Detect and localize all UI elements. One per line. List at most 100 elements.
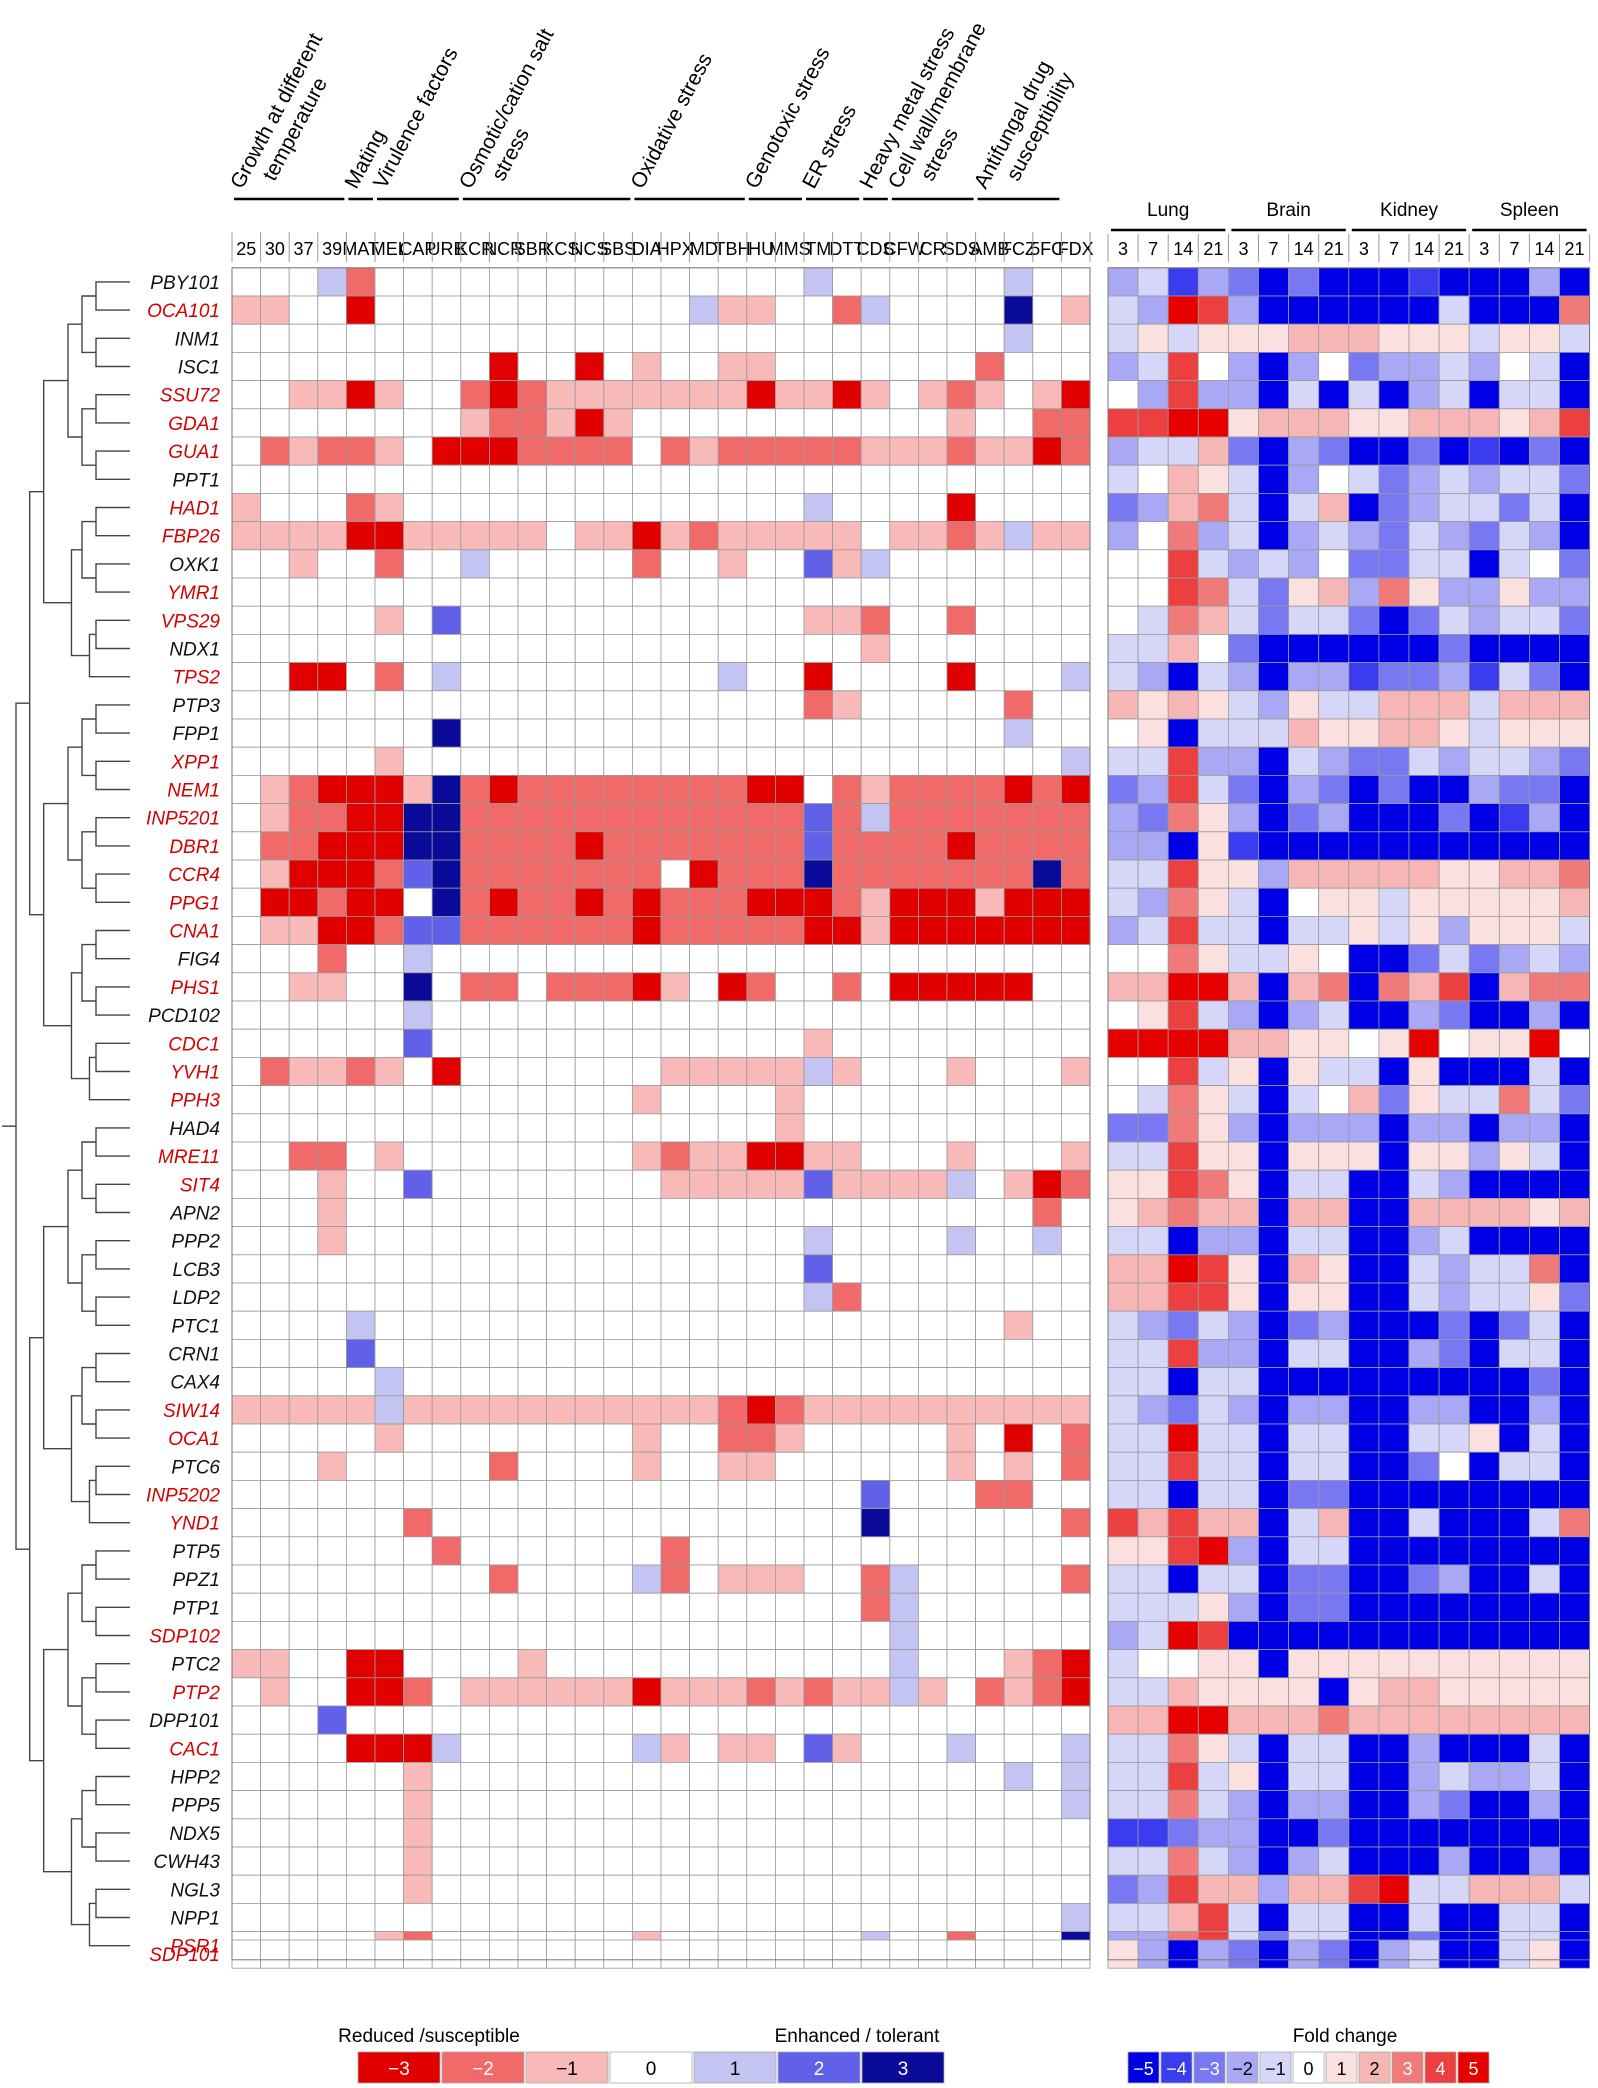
phenotype-cell-PPH3-14 <box>632 1085 662 1115</box>
legend-phenotype-swatch <box>861 2051 945 2084</box>
fold-cell-PPH3-6 <box>1288 1085 1320 1115</box>
phenotype-cell-CAX4-5 <box>374 1367 405 1397</box>
phenotype-cell-CNA1-14 <box>632 916 662 946</box>
phenotype-cell-INP5201-2 <box>288 803 319 833</box>
fold-cell-TPS2-0 <box>1107 662 1139 692</box>
gene-label: HAD1 <box>169 499 220 520</box>
fold-cell-NPP1-4 <box>1228 1903 1259 1933</box>
phenotype-cell-PTP2-16 <box>689 1677 719 1707</box>
fold-cell-CCR4-2 <box>1167 859 1199 889</box>
phenotype-cell-PTP5-29 <box>1061 1536 1091 1566</box>
fold-cell-GDA1-6 <box>1288 408 1320 438</box>
phenotype-cell-PPH3-9 <box>488 1085 519 1115</box>
fold-cell-YVH1-3 <box>1197 1057 1229 1087</box>
phenotype-cell-YMR1-11 <box>546 577 576 607</box>
fold-cell-CWH43-11 <box>1438 1846 1470 1876</box>
fold-cell-HAD4-13 <box>1498 1113 1530 1143</box>
fold-cell-LDP2-6 <box>1288 1282 1320 1312</box>
phenotype-cell-PTP1-3 <box>317 1592 347 1622</box>
gene-label: ISC1 <box>178 358 220 379</box>
phenotype-cell-CAX4-25 <box>946 1367 977 1397</box>
phenotype-cell-HAD4-6 <box>403 1113 433 1143</box>
phenotype-cell-APN2-11 <box>546 1198 576 1228</box>
fold-cell-APN2-12 <box>1468 1198 1500 1228</box>
dendrogram-branch <box>70 1395 90 1503</box>
fold-cell-XPP1-1 <box>1137 746 1169 776</box>
gene-label: CAX4 <box>170 1373 220 1394</box>
fold-cell-OCA1-11 <box>1438 1423 1470 1453</box>
fold-cell-NGL3-7 <box>1318 1874 1350 1904</box>
phenotype-cell-PTC1-5 <box>374 1310 405 1340</box>
fold-cell-INP5202-9 <box>1378 1480 1410 1510</box>
phenotype-cell-PTC2-23 <box>889 1649 919 1679</box>
phenotype-cell-HAD4-0 <box>231 1113 262 1143</box>
phenotype-cell-YMR1-20 <box>803 577 834 607</box>
phenotype-cell-PPZ1-20 <box>803 1564 834 1594</box>
phenotype-cell-LCB3-3 <box>317 1254 347 1284</box>
fold-cell-PCD102-8 <box>1348 1000 1380 1030</box>
phenotype-cell-GUA1-13 <box>603 436 633 466</box>
phenotype-cell-NPP1-22 <box>860 1903 891 1933</box>
phenotype-cell-PHS1-23 <box>889 972 919 1002</box>
phenotype-cell-PPZ1-15 <box>660 1564 691 1594</box>
phenotype-cell-INM1-22 <box>860 323 891 353</box>
fold-cell-PPZ1-3 <box>1197 1564 1229 1594</box>
phenotype-cell-CRN1-10 <box>517 1339 548 1369</box>
fold-cell-INP5201-4 <box>1228 803 1259 833</box>
fold-cell-YMR1-9 <box>1378 577 1410 607</box>
legend-fold-value: −3 <box>1199 2059 1220 2079</box>
phenotype-cell-PBY101-2 <box>288 267 319 297</box>
phenotype-cell-FPP1-29 <box>1061 718 1091 748</box>
phenotype-cell-LDP2-25 <box>946 1282 977 1312</box>
gene-label: LCB3 <box>172 1260 220 1281</box>
fold-cell-PTP3-9 <box>1378 690 1410 720</box>
fold-cell-MRE11-11 <box>1438 1141 1470 1171</box>
fold-cell-SDP101-1 <box>1137 1939 1169 1969</box>
phenotype-cell-NEM1-5 <box>374 775 405 805</box>
phenotype-cell-SSU72-21 <box>832 380 862 410</box>
phenotype-cell-OXK1-23 <box>889 549 919 579</box>
phenotype-cell-YND1-24 <box>918 1508 948 1538</box>
phenotype-cell-PHS1-8 <box>460 972 490 1002</box>
phenotype-cell-FIG4-18 <box>746 944 776 974</box>
phenotype-cell-XPP1-8 <box>460 746 490 776</box>
phenotype-cell-INM1-11 <box>546 323 576 353</box>
phenotype-cell-VPS29-5 <box>374 605 405 635</box>
phenotype-cell-PTC2-27 <box>1003 1649 1034 1679</box>
fold-cell-VPS29-1 <box>1137 605 1169 635</box>
phenotype-cell-INP5202-5 <box>374 1480 405 1510</box>
phenotype-cell-NPP1-19 <box>775 1903 805 1933</box>
phenotype-cell-PTP3-4 <box>345 690 376 720</box>
phenotype-cell-GUA1-25 <box>946 436 977 466</box>
phenotype-cell-PPT1-17 <box>717 464 748 494</box>
fold-cell-PTP5-9 <box>1378 1536 1410 1566</box>
fold-cell-CWH43-15 <box>1559 1846 1591 1876</box>
phenotype-cell-SDP102-8 <box>460 1621 490 1651</box>
phenotype-cell-SSU72-1 <box>260 380 290 410</box>
phenotype-cell-OCA1-1 <box>260 1423 290 1453</box>
phenotype-cell-INP5201-28 <box>1032 803 1062 833</box>
fold-cell-MRE11-7 <box>1318 1141 1350 1171</box>
dendrogram-branch <box>81 1141 96 1200</box>
phenotype-cell-TPS2-11 <box>546 662 576 692</box>
phenotype-cell-SIW14-20 <box>803 1395 834 1425</box>
phenotype-cell-NDX5-6 <box>403 1818 433 1848</box>
phenotype-cell-SDP101-19 <box>775 1939 805 1969</box>
phenotype-cell-PPG1-21 <box>832 887 862 917</box>
phenotype-cell-HAD4-12 <box>574 1113 605 1143</box>
phenotype-cell-DPP101-5 <box>374 1705 405 1735</box>
fold-cell-SDP102-1 <box>1137 1621 1169 1651</box>
phenotype-cell-CCR4-7 <box>431 859 462 889</box>
fold-cell-PPT1-3 <box>1197 464 1229 494</box>
phenotype-cell-SDP102-18 <box>746 1621 776 1651</box>
phenotype-cell-PCD102-10 <box>517 1000 548 1030</box>
fold-cell-YND1-11 <box>1438 1508 1470 1538</box>
phenotype-cell-OCA101-15 <box>660 295 691 325</box>
phenotype-cell-PTP2-15 <box>660 1677 691 1707</box>
phenotype-cell-PPP5-8 <box>460 1790 490 1820</box>
phenotype-cell-CCR4-29 <box>1061 859 1091 889</box>
phenotype-cell-NPP1-27 <box>1003 1903 1034 1933</box>
phenotype-cell-APN2-27 <box>1003 1198 1034 1228</box>
fold-cell-OCA1-7 <box>1318 1423 1350 1453</box>
fold-cell-NDX5-15 <box>1559 1818 1591 1848</box>
